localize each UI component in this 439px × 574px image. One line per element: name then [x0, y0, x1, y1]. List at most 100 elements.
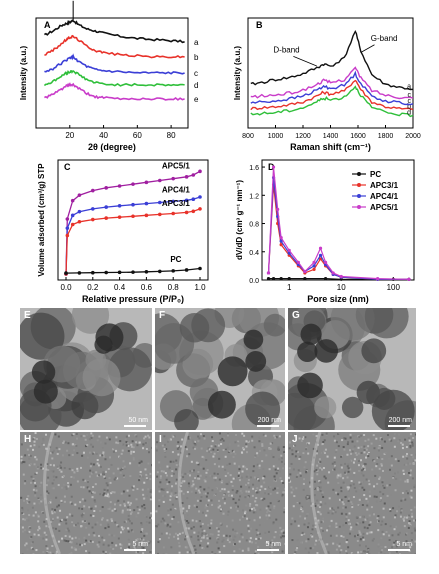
lattice-noise	[61, 476, 64, 479]
lattice-noise	[186, 455, 189, 458]
annotation-d-band: D-band	[273, 45, 299, 54]
lattice-noise	[351, 506, 354, 509]
lattice-noise	[127, 530, 130, 533]
lattice-noise	[119, 471, 122, 474]
lattice-noise	[75, 437, 78, 440]
lattice-noise	[353, 471, 356, 474]
lattice-noise	[402, 455, 405, 458]
lattice-noise	[221, 488, 224, 491]
data-point	[312, 264, 316, 268]
lattice-noise	[368, 483, 371, 486]
lattice-noise	[247, 482, 250, 485]
lattice-noise	[125, 444, 128, 447]
lattice-noise	[276, 499, 279, 502]
lattice-noise	[228, 462, 231, 465]
lattice-noise	[412, 460, 415, 463]
lattice-noise	[109, 546, 112, 549]
lattice-noise	[76, 467, 79, 470]
lattice-noise	[56, 466, 59, 469]
lattice-noise	[184, 445, 187, 448]
lattice-noise	[115, 436, 118, 439]
lattice-noise	[175, 478, 178, 481]
lattice-noise	[258, 524, 261, 527]
lattice-noise	[158, 538, 161, 541]
lattice-noise	[321, 433, 324, 436]
lattice-noise	[319, 501, 322, 504]
lattice-noise	[304, 517, 307, 520]
lattice-noise	[142, 544, 145, 547]
lattice-noise	[408, 542, 411, 545]
lattice-noise	[228, 443, 231, 446]
lattice-noise	[102, 550, 105, 553]
lattice-noise	[331, 507, 334, 510]
lattice-noise	[197, 535, 200, 538]
lattice-noise	[20, 462, 23, 465]
lattice-noise	[79, 543, 82, 546]
lattice-noise	[350, 501, 353, 504]
lattice-noise	[209, 474, 212, 477]
lattice-noise	[333, 435, 336, 438]
lattice-noise	[120, 443, 123, 446]
lattice-noise	[345, 517, 348, 520]
lattice-noise	[45, 534, 48, 537]
lattice-noise	[105, 436, 108, 439]
lattice-noise	[123, 521, 126, 524]
data-point	[191, 173, 196, 177]
lattice-noise	[305, 498, 308, 501]
lattice-noise	[110, 519, 113, 522]
data-point	[312, 267, 316, 272]
lattice-noise	[368, 490, 371, 493]
lattice-noise	[204, 480, 207, 483]
lattice-noise	[94, 505, 97, 508]
lattice-noise	[202, 467, 205, 470]
lattice-noise	[220, 508, 223, 511]
lattice-noise	[363, 468, 366, 471]
lattice-noise	[369, 521, 372, 524]
lattice-noise	[133, 509, 136, 512]
lattice-noise	[140, 523, 143, 526]
lattice-noise	[290, 491, 293, 494]
lattice-noise	[263, 449, 266, 452]
scale-bar-label: 5 nm	[265, 541, 281, 548]
series-line-c	[250, 66, 414, 100]
lattice-noise	[352, 483, 355, 486]
lattice-noise	[345, 552, 348, 554]
lattice-noise	[409, 454, 412, 457]
lattice-noise	[305, 515, 308, 518]
lattice-noise	[20, 523, 23, 526]
lattice-noise	[37, 534, 40, 537]
lattice-noise	[358, 530, 361, 533]
lattice-noise	[273, 536, 276, 539]
panel-label: B	[256, 20, 263, 30]
lattice-noise	[149, 498, 152, 501]
lattice-noise	[133, 539, 136, 542]
lattice-noise	[381, 446, 384, 449]
lattice-noise	[295, 450, 298, 453]
series-label: a	[407, 83, 411, 90]
lattice-noise	[241, 536, 244, 539]
lattice-noise	[338, 545, 341, 548]
lattice-noise	[390, 464, 393, 467]
lattice-noise	[166, 491, 169, 494]
lattice-noise	[231, 485, 234, 488]
lattice-noise	[390, 439, 393, 442]
lattice-noise	[347, 497, 350, 500]
lattice-noise	[231, 449, 234, 452]
lattice-noise	[185, 546, 188, 549]
lattice-noise	[233, 535, 236, 538]
lattice-noise	[116, 477, 119, 480]
lattice-noise	[143, 437, 146, 440]
lattice-noise	[290, 462, 293, 465]
x-axis-label: Raman shift (cm⁻¹)	[290, 142, 371, 152]
lattice-noise	[238, 498, 241, 501]
lattice-noise	[282, 446, 285, 449]
lattice-noise	[344, 506, 347, 509]
lattice-noise	[277, 448, 280, 451]
lattice-noise	[163, 488, 166, 491]
lattice-noise	[43, 531, 46, 534]
lattice-noise	[147, 488, 150, 491]
lattice-noise	[370, 531, 373, 534]
lattice-noise	[329, 507, 332, 510]
lattice-noise	[282, 535, 285, 538]
data-point	[64, 271, 68, 275]
